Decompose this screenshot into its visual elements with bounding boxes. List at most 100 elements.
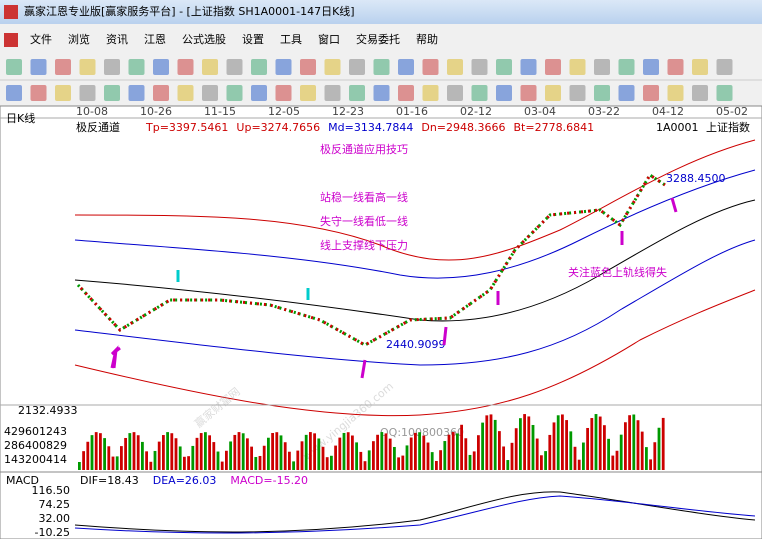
toolbar-button[interactable]	[643, 85, 659, 101]
menu-item[interactable]: 文件	[30, 32, 52, 46]
toolbar-button[interactable]	[569, 85, 586, 101]
toolbar-button[interactable]	[398, 59, 414, 75]
toolbar-button[interactable]	[692, 59, 708, 75]
toolbar-button[interactable]	[202, 59, 218, 75]
volume-bar	[439, 450, 442, 470]
volume-bar	[99, 433, 102, 470]
toolbar-button[interactable]	[202, 85, 218, 101]
toolbar-button[interactable]	[226, 85, 243, 101]
toolbar-button[interactable]	[520, 59, 537, 75]
toolbar-button[interactable]	[422, 59, 439, 75]
toolbar-button[interactable]	[667, 85, 684, 101]
toolbar-button[interactable]	[79, 59, 96, 75]
toolbar-button[interactable]	[30, 85, 47, 101]
toolbar-button[interactable]	[79, 85, 96, 101]
toolbar-button[interactable]	[496, 85, 512, 101]
toolbar-button[interactable]	[251, 85, 267, 101]
toolbar-button[interactable]	[594, 85, 610, 101]
toolbar-button[interactable]	[6, 59, 22, 75]
toolbar-button[interactable]	[324, 59, 341, 75]
volume-bar	[535, 438, 539, 470]
toolbar-button[interactable]	[373, 59, 390, 75]
toolbar-button[interactable]	[545, 59, 561, 75]
annotation-line: 站稳一线看高一线	[320, 190, 408, 204]
menu-item[interactable]: 浏览	[68, 32, 90, 46]
toolbar-button[interactable]	[545, 85, 561, 101]
toolbar-button[interactable]	[128, 59, 145, 75]
menu-item[interactable]: 帮助	[416, 32, 438, 46]
toolbar-button[interactable]	[30, 59, 47, 75]
toolbar-button[interactable]	[643, 59, 659, 75]
toolbar-button[interactable]	[496, 59, 512, 75]
volume-bar	[86, 441, 90, 470]
volume-bar	[145, 451, 148, 470]
menu-item[interactable]: 公式选股	[182, 33, 226, 46]
volume-bar	[325, 457, 329, 470]
toolbar-button[interactable]	[471, 59, 488, 75]
volume-bar	[208, 435, 211, 470]
menu-item[interactable]: 窗口	[318, 32, 340, 46]
toolbar-button[interactable]	[177, 59, 194, 75]
toolbar-button[interactable]	[177, 85, 194, 101]
toolbar-button[interactable]	[373, 85, 390, 101]
menu-item[interactable]: 江恩	[144, 33, 166, 46]
annotation-note: 关注蓝色上轨线得失	[568, 265, 667, 279]
toolbar-button[interactable]	[471, 85, 488, 101]
volume-bar	[624, 422, 627, 470]
toolbar-button[interactable]	[251, 59, 267, 75]
toolbar-button[interactable]	[153, 59, 169, 75]
toolbar-button[interactable]	[275, 85, 292, 101]
annotation-line: 失守一线看低一线	[320, 214, 408, 228]
toolbar-button[interactable]	[618, 59, 635, 75]
volume-bar	[90, 435, 94, 470]
menu-item[interactable]: 设置	[242, 33, 264, 46]
toolbar-button[interactable]	[716, 85, 733, 101]
toolbar-button[interactable]	[104, 59, 120, 75]
toolbar-button[interactable]	[300, 85, 316, 101]
toolbar-button[interactable]	[275, 59, 292, 75]
toolbar-button[interactable]	[716, 59, 733, 75]
toolbar-button[interactable]	[324, 85, 341, 101]
toolbar-button[interactable]	[569, 59, 586, 75]
toolbar-button[interactable]	[349, 85, 365, 101]
macd-tick: -10.25	[35, 526, 70, 539]
volume-bar	[443, 441, 447, 470]
toolbar-button[interactable]	[104, 85, 120, 101]
volume-bar	[430, 452, 434, 470]
toolbar-button[interactable]	[55, 59, 71, 75]
volume-bar	[481, 422, 484, 470]
toolbar-button[interactable]	[55, 85, 71, 101]
toolbar-button[interactable]	[667, 59, 684, 75]
window-title: 赢家江恩专业版[赢家服务平台] - [上证指数 SH1A0001-147日K线]	[24, 4, 355, 18]
toolbar-button[interactable]	[447, 59, 463, 75]
toolbar-button[interactable]	[594, 59, 610, 75]
toolbar-button[interactable]	[618, 85, 635, 101]
volume-bar	[330, 455, 333, 470]
volume-bar	[485, 415, 489, 470]
toolbar-button[interactable]	[300, 59, 316, 75]
menu-item[interactable]: 工具	[280, 33, 302, 46]
toolbar-button[interactable]	[447, 85, 463, 101]
toolbar-button[interactable]	[153, 85, 169, 101]
toolbar-button[interactable]	[398, 85, 414, 101]
toolbar-button[interactable]	[520, 85, 537, 101]
volume-bar	[477, 435, 480, 470]
toolbar-button[interactable]	[422, 85, 439, 101]
toolbar-button[interactable]	[349, 59, 365, 75]
app-icon	[4, 5, 18, 19]
menu-item[interactable]: 资讯	[106, 33, 128, 46]
toolbar-button[interactable]	[128, 85, 145, 101]
volume-label: 429601243	[4, 425, 67, 438]
volume-bar	[603, 425, 606, 470]
menu-item[interactable]: 交易委托	[356, 32, 400, 46]
volume-bar	[111, 456, 115, 470]
toolbar-button[interactable]	[226, 59, 243, 75]
dif-line	[74, 491, 756, 533]
indicator-param: Dn=2948.3666	[421, 121, 505, 134]
toolbar-button[interactable]	[692, 85, 708, 101]
volume-bar	[628, 415, 631, 470]
volume-label: 143200414	[4, 453, 67, 466]
volume-bar	[300, 441, 304, 470]
toolbar-button[interactable]	[6, 85, 22, 101]
